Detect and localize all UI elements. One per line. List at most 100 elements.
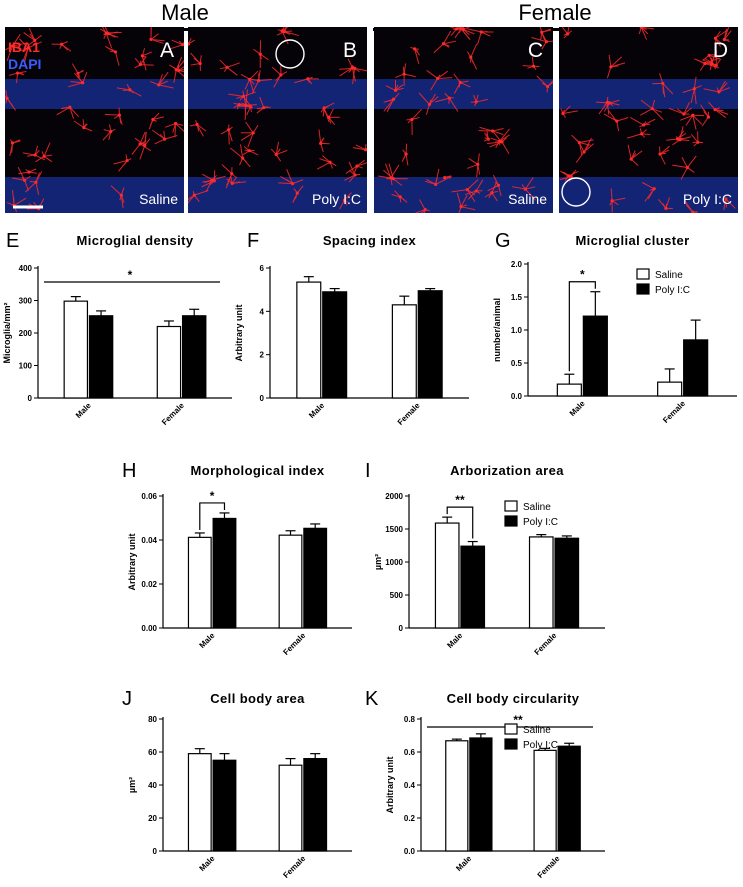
legend-swatch-polyic <box>636 283 650 295</box>
bar-polyic-male <box>212 517 237 629</box>
y-tick-label: 100 <box>19 362 33 371</box>
bar-polyic-female <box>303 757 328 852</box>
micrograph-image <box>559 27 738 213</box>
micrograph-condition: Saline <box>508 191 547 207</box>
legend-swatch-saline <box>504 723 518 735</box>
bar-polyic-female <box>417 290 443 399</box>
panel-title-e: Microglial density <box>76 233 193 248</box>
bar-saline-male <box>556 383 582 397</box>
cluster-highlight-circle <box>275 39 305 69</box>
bar-saline-female <box>391 304 417 399</box>
legend-swatch-polyic <box>504 738 518 750</box>
bar-saline-male <box>434 522 460 629</box>
y-tick-label: 60 <box>148 748 157 757</box>
y-tick-label: 6 <box>260 264 265 273</box>
bar-polyic-male <box>469 737 493 852</box>
legend-label-saline: Saline <box>523 725 551 736</box>
y-tick-label: 0.4 <box>404 781 416 790</box>
micrograph-condition: Poly I:C <box>311 191 361 207</box>
legend-swatch-saline <box>636 268 650 280</box>
y-tick-label: 0.2 <box>404 814 416 823</box>
y-tick-label: 0.0 <box>404 847 416 856</box>
panel-letter-e: E <box>6 230 19 252</box>
bar-saline-female <box>156 325 182 399</box>
panel-letter-g: G <box>495 230 511 252</box>
header-male: Male <box>161 0 209 25</box>
y-tick-label: 1500 <box>385 525 403 534</box>
legend-label-polyic: Poly I:C <box>655 285 690 296</box>
bar-polyic-male <box>88 315 114 399</box>
panel-title-h: Morphological index <box>191 463 325 478</box>
bar-saline-female <box>657 381 683 397</box>
y-axis-label: number/animal <box>492 298 502 362</box>
channel-label-iba1: IBA1 <box>8 39 40 55</box>
y-tick-label: 2.0 <box>511 260 523 269</box>
panel-title-j: Cell body area <box>210 691 305 706</box>
bar-saline-male <box>187 753 212 852</box>
bar-polyic-female <box>683 339 709 397</box>
y-tick-label: 1.5 <box>511 293 523 302</box>
y-tick-label: 0.04 <box>141 536 157 545</box>
micrograph-letter: D <box>712 39 728 62</box>
x-tick-label: Male <box>74 401 93 420</box>
y-tick-label: 0.6 <box>404 748 416 757</box>
y-tick-label: 0.8 <box>404 715 416 724</box>
panel-letter-f: F <box>247 230 259 252</box>
cluster-highlight-circle <box>561 177 591 207</box>
bar-polyic-female <box>303 527 328 629</box>
y-tick-label: 80 <box>148 715 157 724</box>
legend-label-saline: Saline <box>655 270 683 281</box>
micrograph-condition: Poly I:C <box>682 191 732 207</box>
x-tick-label: Female <box>533 631 559 657</box>
significance-star: ** <box>513 713 523 727</box>
micrograph-image <box>188 27 367 213</box>
bar-saline-female <box>533 749 557 852</box>
panel-letter-h: H <box>122 460 136 482</box>
bar-saline-male <box>445 740 469 852</box>
y-tick-label: 0.00 <box>141 624 157 633</box>
micrograph-c: C Saline <box>374 27 553 213</box>
bar-polyic-male <box>322 291 348 399</box>
bar-polyic-female <box>181 315 207 399</box>
panel-title-i: Arborization area <box>450 463 564 478</box>
bar-polyic-female <box>557 745 581 852</box>
significance-star: * <box>580 268 585 282</box>
y-axis-label: Microglia/mm² <box>2 302 12 363</box>
y-tick-label: 1.0 <box>511 326 523 335</box>
x-tick-label: Male <box>454 854 473 873</box>
header-female: Female <box>518 0 592 25</box>
bar-saline-female <box>278 534 303 629</box>
panel-title-k: Cell body circularity <box>447 691 580 706</box>
x-tick-label: Female <box>396 401 422 427</box>
bar-polyic-female <box>554 537 580 629</box>
significance-star: * <box>210 489 215 503</box>
panel-letter-j: J <box>122 688 132 710</box>
y-tick-label: 2000 <box>385 492 403 501</box>
x-tick-label: Female <box>281 854 307 880</box>
bar-polyic-male <box>460 545 486 629</box>
y-axis-label: Arbitrary unit <box>385 756 395 813</box>
y-axis-label: Arbitrary unit <box>234 304 244 361</box>
micrograph-a: A Saline IBA1 DAPI <box>5 27 184 213</box>
micrograph-condition: Saline <box>139 191 178 207</box>
legend-label-saline: Saline <box>523 502 551 513</box>
header-female-line <box>373 28 738 31</box>
x-tick-label: Female <box>661 399 687 425</box>
micrograph-b: B Poly I:C <box>188 27 367 213</box>
x-tick-label: Male <box>198 631 217 650</box>
x-tick-label: Female <box>281 631 307 657</box>
micrograph-image <box>374 27 553 213</box>
bar-saline-male <box>296 281 322 399</box>
y-tick-label: 0 <box>28 394 33 403</box>
legend-swatch-saline <box>504 500 518 512</box>
bar-polyic-male <box>212 759 237 852</box>
y-axis-label: µm² <box>373 554 383 570</box>
x-tick-label: Male <box>445 631 464 650</box>
y-tick-label: 200 <box>19 329 33 338</box>
x-tick-label: Male <box>307 401 326 420</box>
significance-bracket <box>199 502 226 530</box>
significance-star: * <box>128 268 133 282</box>
y-tick-label: 0.06 <box>141 492 157 501</box>
bar-saline-male <box>63 300 89 399</box>
channel-label-dapi: DAPI <box>8 56 42 72</box>
